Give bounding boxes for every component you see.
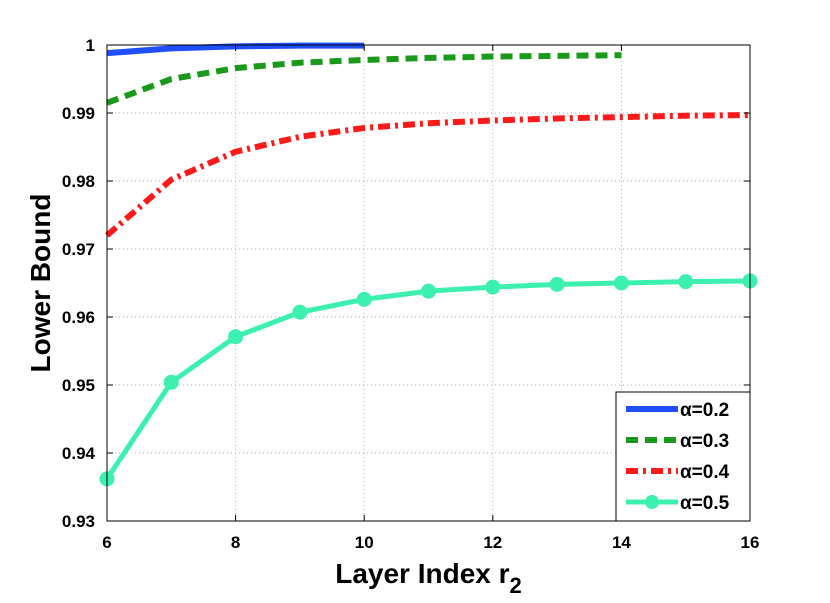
y-tick-label: 0.95: [62, 376, 95, 395]
y-tick-label: 1: [86, 36, 95, 55]
y-tick-label: 0.96: [62, 308, 95, 327]
axis-ticks: 6 8 10 12 14 16 0.93 0.94 0.95 0.96 0.97 0.98 0.99 1: [62, 36, 760, 552]
data-point: [613, 275, 629, 291]
data-point: [292, 304, 308, 320]
x-tick-label: 14: [612, 533, 631, 552]
x-tick-label: 16: [741, 533, 760, 552]
data-point: [678, 274, 694, 290]
data-point: [356, 291, 372, 307]
legend-label-1: α=0.2: [680, 400, 729, 421]
data-point: [421, 283, 436, 299]
legend-label-3: α=0.4: [680, 462, 730, 483]
series-line-3: [105, 112, 751, 238]
x-axis-title: Layer Index r2: [335, 558, 522, 598]
legend-label-4: α=0.5: [680, 493, 730, 514]
data-point: [163, 374, 179, 390]
legend-marker: [645, 495, 659, 509]
y-tick-label: 0.99: [62, 104, 95, 123]
data-point: [549, 276, 565, 292]
y-tick-label: 0.94: [62, 444, 96, 463]
data-point: [485, 279, 501, 295]
x-tick-label: 12: [483, 533, 502, 552]
legend-label-2: α=0.3: [680, 431, 729, 452]
legend: α=0.2 α=0.3 α=0.4 α=0.5: [615, 391, 751, 522]
x-tick-label: 6: [102, 533, 111, 552]
y-tick-label: 0.98: [62, 172, 95, 191]
data-point: [228, 329, 244, 345]
y-axis-title: Lower Bound: [25, 194, 56, 373]
y-tick-label: 0.97: [62, 240, 95, 259]
plot-frame: [106, 44, 751, 522]
series-line-2: [105, 52, 622, 106]
series-lines: [99, 42, 758, 487]
x-axis-title-main: Layer Index r: [335, 558, 509, 589]
x-axis-title-subscript: 2: [510, 573, 522, 598]
y-tick-label: 0.93: [62, 512, 95, 531]
x-tick-label: 10: [355, 533, 374, 552]
x-tick-label: 8: [231, 533, 240, 552]
